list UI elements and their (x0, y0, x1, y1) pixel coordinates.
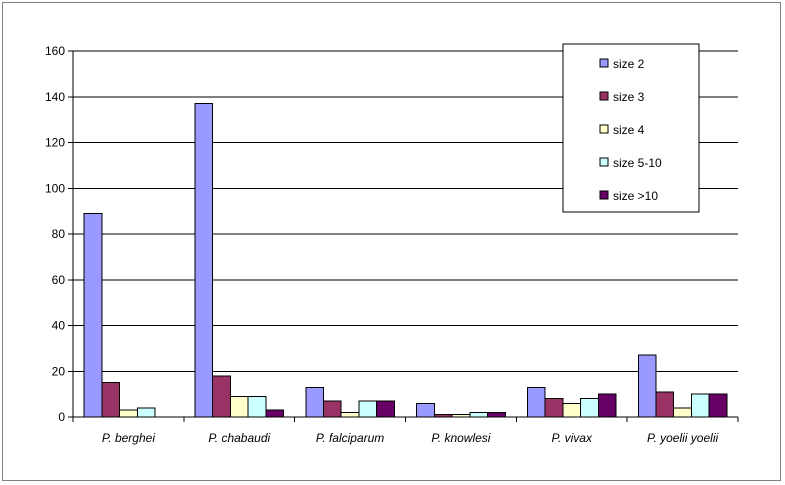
x-tick-label: P. yoelii yoelii (647, 431, 718, 445)
legend-swatch (599, 190, 609, 200)
y-tick-label: 20 (52, 364, 66, 378)
bar-size-2-2 (305, 386, 324, 418)
legend-swatch (599, 124, 609, 134)
legend-box (562, 43, 700, 213)
y-tick-labels: 0 20 40 60 80 100 120 140 160 (45, 44, 65, 424)
axes (68, 50, 739, 422)
legend-label: size 3 (613, 90, 645, 104)
x-tick-label: P. chabaudi (208, 431, 270, 445)
y-tick-label: 40 (52, 319, 66, 333)
bar-size-2-0 (83, 212, 103, 418)
bar-size-4-1 (229, 395, 249, 418)
bar-size-2-4 (526, 386, 546, 418)
y-tick-label: 80 (52, 227, 66, 241)
bar-size-10-5 (708, 393, 728, 418)
bar-size-10-4 (597, 393, 617, 418)
x-tick-labels: P. berghei P. chabaudi P. falciparum P. kno… (102, 431, 719, 445)
bar-size-5-10-3 (469, 411, 489, 418)
bar-size-10-1 (265, 409, 285, 418)
bar-size-2-1 (194, 103, 214, 418)
legend: size 2 size 3 size 4 size 5-10 size >10 (562, 43, 700, 213)
y-tick-label: 160 (45, 44, 65, 58)
bar-size-3-0 (101, 382, 121, 418)
legend-swatch (599, 58, 609, 68)
bar-size-10-2 (376, 400, 395, 418)
bar-size-2-3 (416, 402, 435, 418)
x-tick-label: P. knowlesi (431, 431, 490, 445)
bar-size-5-10-2 (358, 400, 378, 418)
bar-size-5-10-0 (136, 407, 156, 418)
bar-size-4-5 (673, 407, 692, 418)
bar-size-3-4 (544, 398, 564, 418)
x-tick-label: P. berghei (102, 431, 155, 445)
bar-size-5-10-1 (247, 395, 267, 418)
y-tick-label: 100 (45, 181, 65, 195)
legend-swatch (599, 91, 609, 101)
y-tick-label: 140 (45, 90, 65, 104)
legend-label: size 2 (613, 57, 645, 71)
y-tick-label: 120 (45, 136, 65, 150)
bar-size-4-0 (119, 409, 138, 418)
bar-size-2-5 (637, 354, 657, 418)
x-tick-label: P. falciparum (316, 431, 384, 445)
y-tick-label: 60 (52, 273, 66, 287)
bars (83, 103, 728, 418)
bar-size-4-4 (562, 402, 582, 418)
bar-size-5-10-5 (690, 393, 710, 418)
bar-size-4-2 (340, 411, 360, 418)
bar-size-3-5 (655, 391, 675, 418)
legend-label: size >10 (613, 189, 658, 203)
bar-size-3-1 (212, 375, 231, 418)
y-tick-label: 0 (58, 410, 65, 424)
legend-label: size 5-10 (613, 156, 662, 170)
x-tick-label: P. vivax (552, 431, 593, 445)
bar-size-3-2 (322, 400, 342, 418)
bar-size-10-3 (487, 411, 506, 418)
bar-size-5-10-4 (580, 398, 599, 418)
legend-swatch (599, 157, 609, 167)
legend-label: size 4 (613, 123, 645, 137)
